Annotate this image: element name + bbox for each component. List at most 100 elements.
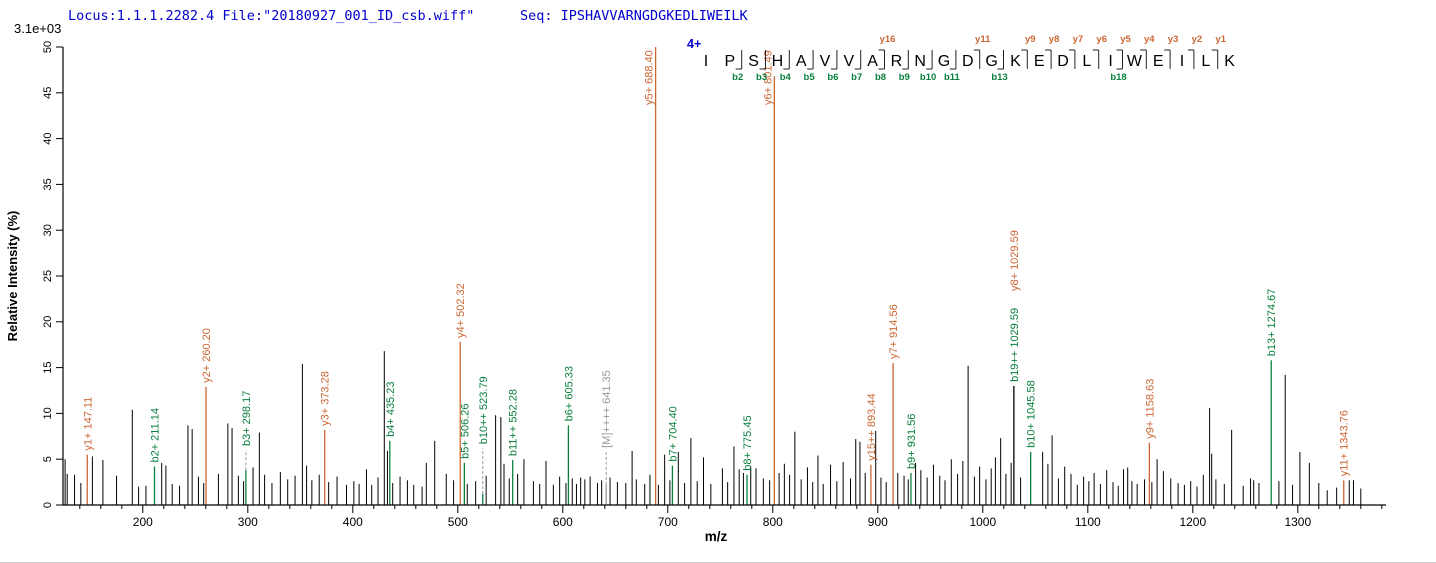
y-axis-tick-label: 5 — [42, 456, 54, 462]
b-ion-label: b9 — [899, 72, 910, 83]
sequence-residue: V — [820, 53, 831, 70]
x-axis-tick-label: 400 — [343, 515, 363, 529]
b-ion-label: b4 — [780, 72, 792, 83]
y-ion-label: y8 — [1049, 34, 1060, 45]
b-ion-label: b18 — [1110, 72, 1126, 83]
y-axis-tick-label: 0 — [42, 502, 54, 508]
peak-annotation-label: b7+ 704.40 — [667, 406, 679, 461]
x-axis-tick-label: 300 — [238, 515, 258, 529]
sequence-residue: L — [1082, 53, 1091, 70]
b-ion-label: b13 — [991, 72, 1007, 83]
peak-annotation-label: b3+ 298.17 — [241, 391, 253, 446]
peak-annotation-label: b8+ 775.45 — [742, 415, 754, 470]
sequence-residue: N — [914, 53, 926, 70]
peak-annotation-label: b13+ 1274.67 — [1266, 289, 1278, 357]
peak-annotation-label: y7+ 914.56 — [888, 304, 900, 359]
b-ion-label: b11 — [944, 72, 961, 83]
x-axis-tick-label: 1200 — [1179, 515, 1206, 529]
y-ion-label: y5 — [1120, 34, 1131, 45]
peak-annotation-label: b10+ 1045.58 — [1026, 380, 1038, 448]
y-ion-label: y2 — [1192, 34, 1203, 45]
peptide-sequence-panel: I P S H A V V A R N G D G K E D L I W E I L Kb2 b3 b4 b5 b6 b7y16b8… — [704, 34, 1235, 83]
locus-file-label: Locus:1.1.1.2282.4 File:"20180927_001_ID… — [68, 8, 474, 24]
peak-annotation-label: y11+ 1343.76 — [1339, 410, 1351, 476]
peak-annotation-label: b5+ 506.26 — [459, 403, 471, 458]
y-axis-tick-label: 15 — [42, 361, 54, 373]
x-axis-tick-label: 1100 — [1075, 515, 1101, 529]
peak-annotation-label: b2+ 211.14 — [149, 408, 161, 463]
b-ion-label: b3 — [756, 72, 767, 83]
y-ion-label: y1 — [1215, 34, 1226, 45]
sequence-residue: D — [962, 53, 974, 70]
sequence-residue: A — [796, 53, 807, 70]
peak-annotation-label: b10++ 523.79 — [478, 376, 490, 444]
peak-annotation-label: y9+ 1158.63 — [1144, 379, 1156, 439]
sequence-residue: P — [724, 53, 735, 70]
sequence-residue: G — [938, 53, 950, 70]
peak-annotation-label: y4+ 502.32 — [455, 283, 467, 338]
peak-annotation-label: y1+ 147.11 — [82, 397, 94, 451]
x-axis-tick-label: 900 — [868, 515, 888, 529]
peak-annotation-label: b4+ 435.23 — [385, 382, 397, 437]
y-ion-label: y16 — [880, 34, 896, 45]
sequence-residue: D — [1057, 53, 1069, 70]
peak-annotation-label: y15++ 893.44 — [866, 393, 878, 460]
peak-annotation-label: b11++ 552.28 — [508, 389, 520, 456]
sequence-residue: K — [1010, 53, 1021, 70]
sequence-residue: L — [1201, 53, 1210, 70]
y-ion-label: y3 — [1168, 34, 1179, 45]
y-axis-tick-label: 40 — [42, 132, 54, 144]
y-axis-tick-label: 35 — [42, 178, 54, 190]
y-axis-tick-label: 10 — [42, 407, 54, 419]
x-axis-tick-label: 1300 — [1284, 515, 1311, 529]
x-axis-tick-label: 1000 — [969, 515, 996, 529]
y-axis-tick-label: 25 — [42, 270, 54, 282]
y-ion-label: y4 — [1144, 34, 1155, 45]
peak-annotation-label: b9+ 931.56 — [906, 414, 918, 469]
sequence-residue: R — [891, 53, 903, 70]
sequence-residue: I — [1108, 53, 1112, 70]
b-ion-label: b7 — [851, 72, 862, 83]
x-axis-tick-label: 200 — [133, 515, 153, 529]
x-axis-tick-label: 500 — [448, 515, 468, 529]
x-axis-tick-label: 700 — [658, 515, 678, 529]
sequence-header-label: Seq: IPSHAVVARNGDGKEDLIWEILK — [520, 8, 748, 24]
sequence-residue: H — [772, 53, 784, 70]
sequence-residue: G — [985, 53, 997, 70]
axes-layer: 0 5 10 15 20 25 30 35 40 45 50 200 300 400 500 600 700 80… — [42, 41, 1386, 529]
b-ion-label: b5 — [804, 72, 816, 83]
y-axis-title: Relative Intensity (%) — [5, 211, 20, 342]
peak-annotation-label: y5+ 688.40 — [644, 50, 656, 105]
x-axis-title: m/z — [705, 529, 728, 544]
peak-annotation-label: y3+ 373.28 — [320, 371, 332, 426]
precursor-charge-label: 4+ — [687, 37, 701, 51]
sequence-residue: E — [1153, 53, 1164, 70]
sequence-residue: E — [1034, 53, 1045, 70]
sequence-residue: W — [1127, 53, 1143, 70]
x-axis-tick-label: 800 — [763, 515, 783, 529]
sequence-residue: A — [867, 53, 878, 70]
x-axis-tick-label: 600 — [553, 515, 573, 529]
y-ion-label: y7 — [1073, 34, 1084, 45]
peak-layer: y1+ 147.11 b2+ 211.14 y2+ 260.20 b3+ 298.17… — [64, 47, 1362, 505]
y-axis-tick-label: 30 — [42, 224, 54, 236]
y-axis-tick-label: 45 — [42, 87, 54, 99]
peak-annotation-label: y2+ 260.20 — [201, 328, 213, 383]
intensity-scale-label: 3.1e+03 — [14, 21, 61, 36]
peak-annotation-label: y8+ 1029.59 — [1009, 230, 1021, 291]
b-ion-label: b8 — [875, 72, 886, 83]
y-axis-tick-label: 20 — [42, 316, 54, 328]
y-ion-label: y6 — [1096, 34, 1107, 45]
sequence-residue: V — [843, 53, 854, 70]
peak-annotation-label: b6+ 605.33 — [563, 366, 575, 421]
b-ion-label: b6 — [827, 72, 838, 83]
peak-annotation-label: [M]++++ 641.35 — [601, 370, 613, 448]
peak-annotation-label: b19++ 1029.59 — [1009, 308, 1021, 382]
sequence-residue: K — [1224, 53, 1235, 70]
y-ion-label: y9 — [1025, 34, 1036, 45]
y-ion-label: y11 — [975, 34, 991, 45]
sequence-residue: I — [1180, 53, 1184, 70]
sequence-residue: I — [704, 53, 708, 70]
sequence-residue: S — [748, 53, 759, 70]
